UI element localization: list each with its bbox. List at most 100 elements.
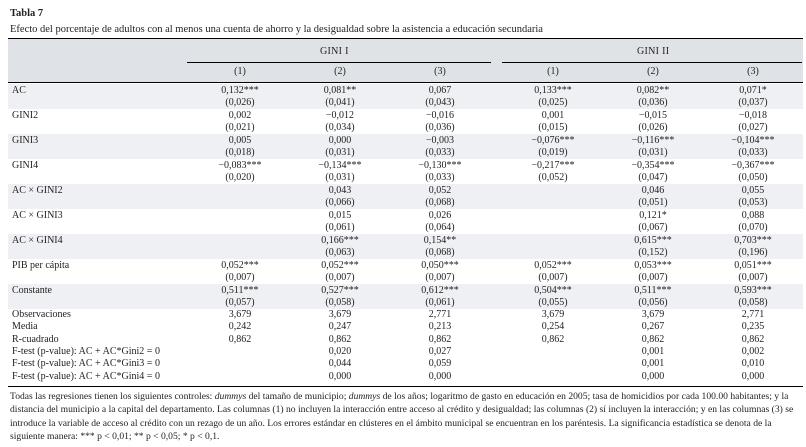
coefficient-cell: 0,046 (641, 185, 665, 196)
coefficient-cell: 0,043 (328, 185, 352, 196)
coefficient-cell: 0,166*** (321, 235, 359, 246)
standard-error-cell: (0,031) (325, 172, 355, 183)
row-shade (8, 184, 803, 209)
stat-value-cell: 0,001 (641, 358, 665, 370)
stat-value-cell: 3,679 (541, 309, 565, 320)
coefficient-cell: −0,012 (325, 110, 355, 121)
standard-error-cell: (0,007) (638, 272, 668, 283)
header-rule (8, 82, 803, 83)
row-label: GINI4 (12, 160, 39, 171)
standard-error-cell: (0,007) (538, 272, 568, 283)
stat-label: Observaciones (12, 309, 71, 320)
standard-error-cell: (0,021) (225, 122, 255, 133)
stat-value-cell: 0,059 (428, 358, 452, 370)
stat-label: R-cuadrado (12, 333, 59, 345)
row-shade (8, 284, 803, 309)
standard-error-cell: (0,053) (738, 197, 768, 208)
coefficient-cell: 0,050*** (421, 260, 459, 271)
standard-error-cell: (0,050) (738, 172, 768, 183)
standard-error-cell: (0,041) (325, 97, 355, 108)
stat-label: F-test (p-value): AC + AC*Gini4 = 0 (12, 370, 160, 382)
coefficient-cell: 0,055 (741, 185, 765, 196)
coefficient-cell: 0,071* (739, 85, 767, 96)
stat-value-cell: 0,242 (228, 321, 252, 333)
coefficient-cell: 0,053*** (634, 260, 672, 271)
coefficient-cell: 0,052*** (321, 260, 359, 271)
column-number: (3) (434, 66, 446, 77)
group-label-gini-2: GINI II (637, 46, 670, 57)
standard-error-cell: (0,063) (325, 247, 355, 258)
standard-error-cell: (0,055) (538, 297, 568, 308)
column-number: (3) (747, 66, 759, 77)
table-title: Tabla 7 (10, 8, 44, 19)
coefficient-cell: −0,217*** (531, 160, 575, 171)
stat-value-cell: 0,000 (741, 370, 765, 382)
stat-value-cell: 3,679 (328, 309, 352, 320)
stat-value-cell: 0,862 (641, 333, 665, 345)
standard-error-cell: (0,061) (425, 297, 455, 308)
standard-error-cell: (0,007) (738, 272, 768, 283)
standard-error-cell: (0,052) (538, 172, 568, 183)
standard-error-cell: (0,058) (325, 297, 355, 308)
coefficient-cell: −0,003 (425, 135, 455, 146)
group-rule-gini-1 (187, 62, 491, 63)
stat-value-cell: 0,027 (428, 345, 452, 357)
standard-error-cell: (0,196) (738, 247, 768, 258)
standard-error-cell: (0,026) (225, 97, 255, 108)
row-label: AC × GINI4 (12, 235, 63, 246)
coefficient-cell: 0,081** (323, 85, 357, 96)
coefficient-cell: 0,527*** (321, 285, 359, 296)
stat-value-cell: 2,771 (428, 309, 452, 320)
coefficient-cell: −0,016 (425, 110, 455, 121)
stat-value-cell: 0,267 (641, 321, 665, 333)
stat-value-cell: 0,247 (328, 321, 352, 333)
stat-value-cell: 0,044 (328, 358, 352, 370)
stat-value-cell: 0,020 (328, 345, 352, 357)
stat-label: Media (12, 321, 38, 333)
notes-dummys-1: dummys (214, 391, 247, 402)
coefficient-cell: 0,026 (428, 210, 452, 221)
stat-label: F-test (p-value): AC + AC*Gini2 = 0 (12, 345, 160, 357)
standard-error-cell: (0,027) (738, 122, 768, 133)
standard-error-cell: (0,015) (538, 122, 568, 133)
stat-value-cell: 0,213 (428, 321, 452, 333)
top-rule (8, 38, 803, 39)
stat-value-cell: 2,771 (741, 309, 765, 320)
standard-error-cell: (0,066) (325, 197, 355, 208)
standard-error-cell: (0,061) (325, 222, 355, 233)
coefficient-cell: 0,154** (423, 235, 457, 246)
coefficient-cell: −0,076*** (531, 135, 575, 146)
stat-value-cell: 0,862 (428, 333, 452, 345)
coefficient-cell: 0,001 (541, 110, 565, 121)
standard-error-cell: (0,067) (638, 222, 668, 233)
row-label: AC (12, 85, 26, 96)
row-shade (8, 134, 803, 159)
standard-error-cell: (0,037) (738, 97, 768, 108)
stat-value-cell: 0,862 (228, 333, 252, 345)
coefficient-cell: 0,132*** (221, 85, 259, 96)
coefficient-cell: 0,615*** (634, 235, 672, 246)
coefficient-cell: −0,018 (738, 110, 768, 121)
coefficient-cell: 0,593*** (734, 285, 772, 296)
standard-error-cell: (0,043) (425, 97, 455, 108)
coefficient-cell: 0,067 (428, 85, 452, 96)
table-subtitle: Efecto del porcentaje de adultos con al … (10, 24, 543, 35)
group-label-gini-1: GINI I (320, 46, 349, 57)
stat-value-cell: 0,010 (741, 358, 765, 370)
coefficient-cell: 0,088 (741, 210, 765, 221)
stat-value-cell: 0,001 (641, 345, 665, 357)
notes-part-1: Todas las regresiones tienen los siguien… (10, 391, 215, 402)
coefficient-cell: 0,005 (228, 135, 252, 146)
row-label: GINI2 (12, 110, 39, 121)
standard-error-cell: (0,019) (538, 147, 568, 158)
stat-value-cell: 3,679 (228, 309, 252, 320)
coefficient-cell: 0,052*** (534, 260, 572, 271)
notes-part-3: de los años; logaritmo de gasto en educa… (10, 391, 794, 442)
standard-error-cell: (0,056) (638, 297, 668, 308)
stat-value-cell: 0,002 (741, 345, 765, 357)
standard-error-cell: (0,070) (738, 222, 768, 233)
coefficient-cell: 0,082** (636, 85, 670, 96)
coefficient-cell: 0,002 (228, 110, 252, 121)
standard-error-cell: (0,047) (638, 172, 668, 183)
coefficient-cell: 0,612*** (421, 285, 459, 296)
